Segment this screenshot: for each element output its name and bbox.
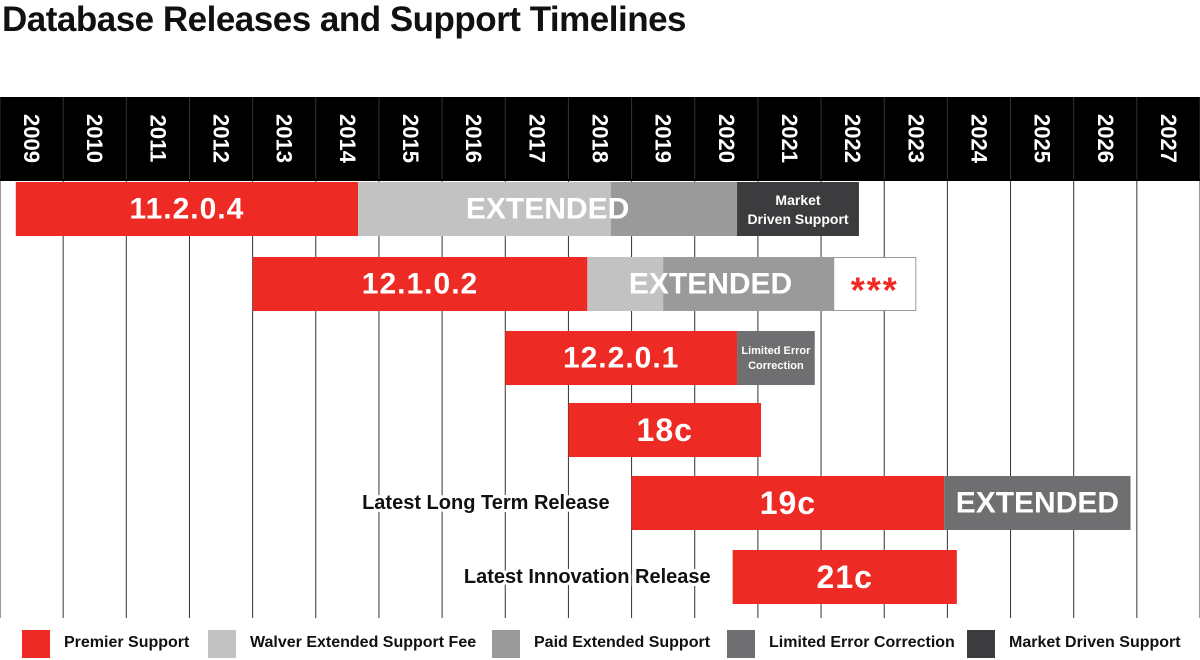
bar-12-2-0-1-premier (505, 331, 738, 385)
year-label-2021: 2021 (777, 114, 802, 163)
bar-11-2-0-4-paid (610, 182, 738, 236)
year-label-2026: 2026 (1093, 114, 1118, 163)
bar-19c-premier (631, 476, 945, 530)
extended-label-19c: EXTENDED (956, 487, 1119, 520)
release-label-11-2-0-4: 11.2.0.4 (130, 193, 245, 226)
year-label-2023: 2023 (903, 114, 928, 163)
timeline-chart: 2009 2010 2011 2012 2013 2014 2015 2016 2017 2018… (0, 97, 1200, 618)
bar-18c-premier (568, 403, 762, 457)
market-label-line1: Market (775, 192, 820, 208)
year-label-2025: 2025 (1030, 114, 1055, 163)
year-label-2013: 2013 (272, 114, 297, 163)
release-label-18c: 18c (637, 412, 693, 448)
chart-title: Database Releases and Support Timelines (2, 0, 687, 39)
extended-label-11-2-0-4: EXTENDED (466, 193, 629, 226)
legend-label-limited: Limited Error Correction (769, 634, 955, 651)
year-label-2015: 2015 (398, 114, 423, 163)
release-label-19c: 19c (760, 485, 816, 521)
legend-label-market: Market Driven Support (1009, 634, 1181, 651)
bar-12-1-0-2-waiver (587, 257, 664, 311)
year-label-2016: 2016 (461, 114, 486, 163)
year-label-2009: 2009 (19, 114, 44, 163)
bar-21c-premier (732, 550, 957, 604)
year-label-2020: 2020 (714, 114, 739, 163)
year-label-2010: 2010 (82, 114, 107, 163)
bar-11-2-0-4-market (737, 182, 859, 236)
note-box-12-1-0-2 (833, 257, 917, 311)
legend-swatch-paid (492, 630, 520, 658)
year-header (0, 97, 1200, 180)
limited-label-line1: Limited Error (741, 345, 811, 357)
bar-11-2-0-4-premier (15, 182, 359, 236)
side-label-21c: Latest Innovation Release (464, 566, 711, 588)
year-label-2024: 2024 (966, 114, 991, 164)
year-label-2011: 2011 (145, 115, 170, 163)
extended-label-12-1-0-2: EXTENDED (629, 268, 792, 301)
legend-label-waiver: Walver Extended Support Fee (250, 634, 477, 651)
release-label-12-2-0-1: 12.2.0.1 (563, 342, 679, 375)
legend-swatch-limited (727, 630, 755, 658)
bar-12-1-0-2-paid (663, 257, 834, 311)
bar-12-2-0-1-limited (737, 331, 815, 385)
bar-19c-limited (944, 476, 1131, 530)
legend-swatch-premier (22, 630, 50, 658)
legend-swatch-waiver (208, 630, 236, 658)
bar-12-1-0-2-premier (252, 257, 588, 311)
year-label-2022: 2022 (840, 114, 865, 163)
year-label-2027: 2027 (1156, 114, 1181, 163)
side-label-19c: Latest Long Term Release (362, 492, 609, 514)
limited-label-line2: Correction (748, 360, 804, 372)
year-label-2019: 2019 (651, 114, 676, 163)
year-label-2018: 2018 (588, 114, 613, 163)
market-label-line2: Driven Support (747, 211, 848, 227)
legend-label-paid: Paid Extended Support (534, 634, 711, 651)
note-label-12-1-0-2: *** (851, 270, 899, 311)
legend-swatch-market (967, 630, 995, 658)
year-label-2012: 2012 (209, 114, 234, 163)
year-label-2014: 2014 (335, 114, 360, 164)
legend-label-premier: Premier Support (64, 634, 190, 651)
release-label-21c: 21c (817, 559, 873, 595)
year-label-2017: 2017 (524, 114, 549, 163)
bar-11-2-0-4-waiver (358, 182, 611, 236)
release-label-12-1-0-2: 12.1.0.2 (362, 268, 478, 301)
